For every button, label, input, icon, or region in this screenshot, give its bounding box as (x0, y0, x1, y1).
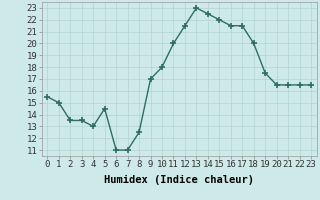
X-axis label: Humidex (Indice chaleur): Humidex (Indice chaleur) (104, 175, 254, 185)
